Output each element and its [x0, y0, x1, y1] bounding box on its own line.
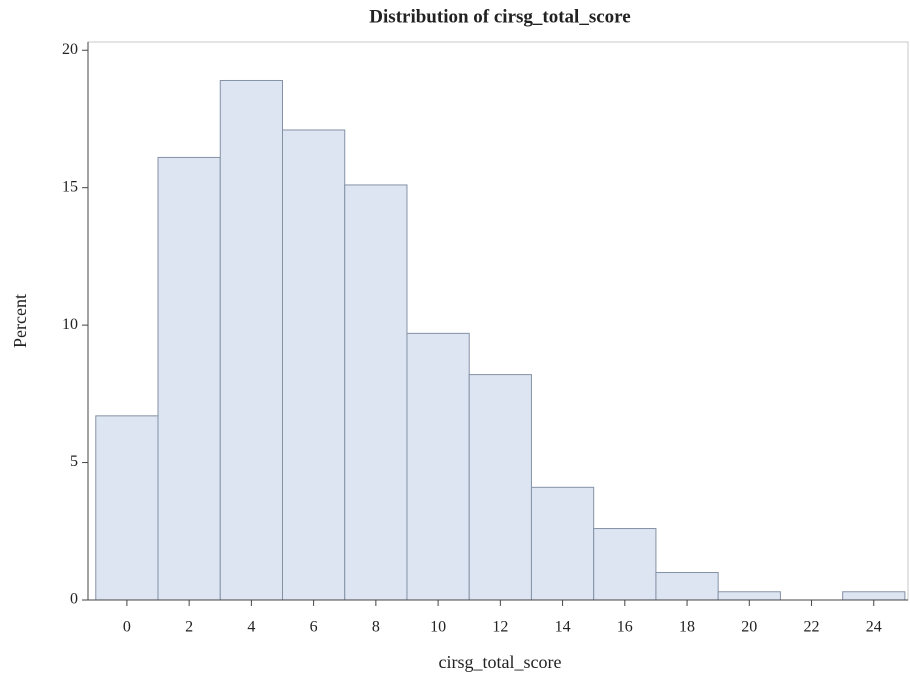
bar [842, 591, 906, 601]
x-tick-label: 14 [555, 619, 571, 636]
chart-title: Distribution of cirsg_total_score [369, 6, 630, 27]
y-tick-label: 5 [70, 453, 78, 470]
x-tick-label: 22 [804, 619, 820, 636]
y-tick-label: 20 [62, 41, 78, 58]
bar [95, 415, 159, 601]
bar [593, 528, 657, 601]
x-tick-label: 20 [741, 619, 757, 636]
x-tick-label: 2 [185, 619, 193, 636]
x-tick-label: 10 [430, 619, 446, 636]
x-axis-label: cirsg_total_score [439, 652, 562, 672]
bar [468, 374, 532, 601]
x-tick-label: 0 [123, 619, 131, 636]
bar [530, 486, 595, 601]
bar [281, 129, 346, 601]
bar [406, 332, 470, 601]
y-tick-label: 0 [70, 591, 78, 608]
x-tick-label: 12 [492, 619, 508, 636]
bar [219, 79, 283, 601]
bar [655, 572, 719, 601]
x-tick-label: 8 [372, 619, 380, 636]
x-tick-label: 6 [310, 619, 318, 636]
y-tick-label: 10 [62, 316, 78, 333]
x-tick-label: 16 [617, 619, 633, 636]
bar [157, 156, 221, 601]
x-tick-label: 18 [679, 619, 695, 636]
y-tick-label: 15 [62, 178, 78, 195]
bar [344, 184, 408, 601]
x-tick-label: 4 [247, 619, 255, 636]
bar [717, 591, 781, 601]
y-axis-label: Percent [10, 294, 30, 348]
x-tick-label: 24 [866, 619, 882, 636]
